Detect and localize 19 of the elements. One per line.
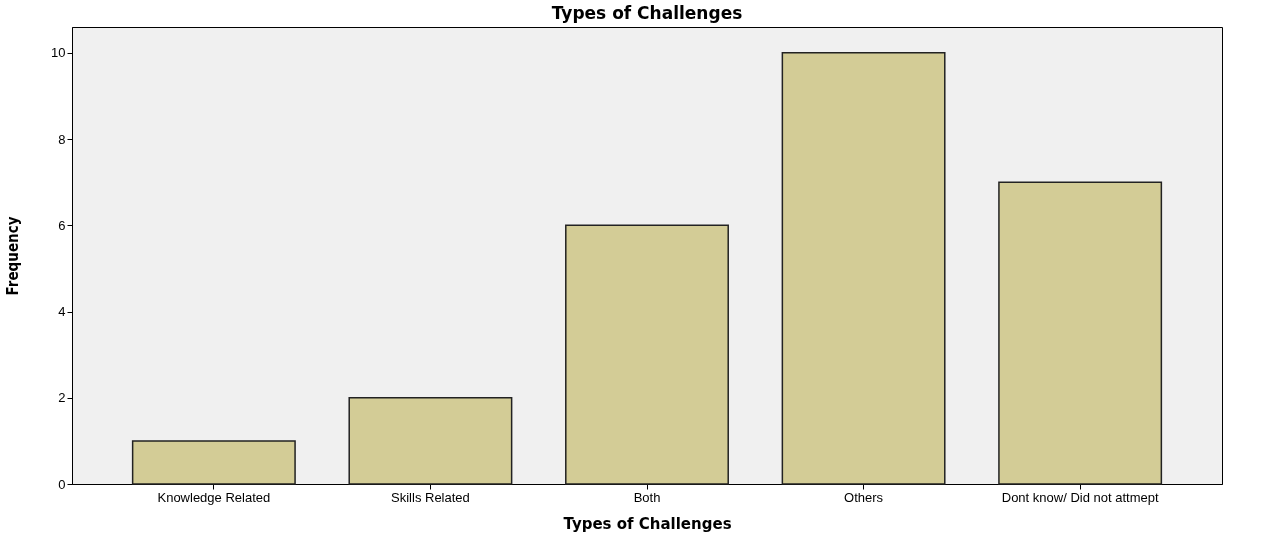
x-tick-label: Both <box>633 489 661 505</box>
x-tick-label: Knowledge Related <box>157 489 271 505</box>
y-tick-label: 4 <box>58 304 66 320</box>
chart-title: Types of Challenges <box>551 3 743 23</box>
y-tick-label: 6 <box>58 217 66 233</box>
bar <box>781 52 946 485</box>
y-tick-label: 8 <box>58 131 66 147</box>
bar <box>565 224 729 485</box>
x-tick-label: Skills Related <box>391 489 470 505</box>
y-tick-label: 2 <box>58 390 66 406</box>
y-tick-label: 0 <box>58 476 66 492</box>
x-tick-label: Dont know/ Did not attmept <box>1001 489 1159 505</box>
bar <box>131 440 296 485</box>
x-axis-title: Types of Challenges <box>563 514 732 533</box>
y-axis-title: Frequency <box>4 216 23 296</box>
x-tick-label: Others <box>844 489 884 505</box>
bar <box>348 397 513 485</box>
bar <box>998 181 1163 485</box>
y-tick-label: 10 <box>51 45 66 61</box>
